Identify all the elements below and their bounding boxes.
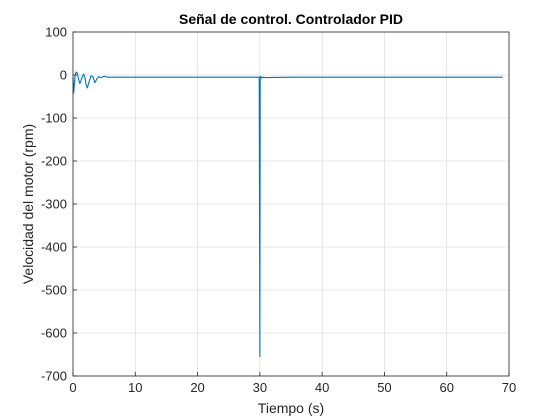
y-tick-label: -600: [41, 326, 67, 341]
y-axis-label: Velocidad del motor (rpm): [20, 124, 36, 284]
y-tick-label: -400: [41, 240, 67, 255]
series-group: [72, 71, 503, 358]
series-line: [72, 71, 503, 358]
x-tick-label: 50: [377, 380, 391, 395]
chart-title: Señal de control. Controlador PID: [179, 11, 403, 27]
y-tick-label: -200: [41, 154, 67, 169]
x-tick-label: 70: [502, 380, 516, 395]
x-tick-label: 10: [128, 380, 142, 395]
y-tick-label: 0: [60, 68, 67, 83]
y-tick-label: -100: [41, 111, 67, 126]
x-tick-label: 60: [439, 380, 453, 395]
x-tick-label: 40: [315, 380, 329, 395]
y-tick-label: -300: [41, 197, 67, 212]
y-tick-label: 100: [45, 25, 67, 40]
ticks-group: 0 10 20 30 40 50 60 70 100 0 -100 -200 -300 -400 -500 -…: [41, 25, 516, 396]
x-tick-label: 0: [69, 380, 76, 395]
x-tick-label: 30: [253, 380, 267, 395]
y-tick-label: -500: [41, 283, 67, 298]
x-axis-label: Tiempo (s): [258, 400, 324, 416]
x-tick-label: 20: [190, 380, 204, 395]
y-tick-label: -700: [41, 369, 67, 384]
